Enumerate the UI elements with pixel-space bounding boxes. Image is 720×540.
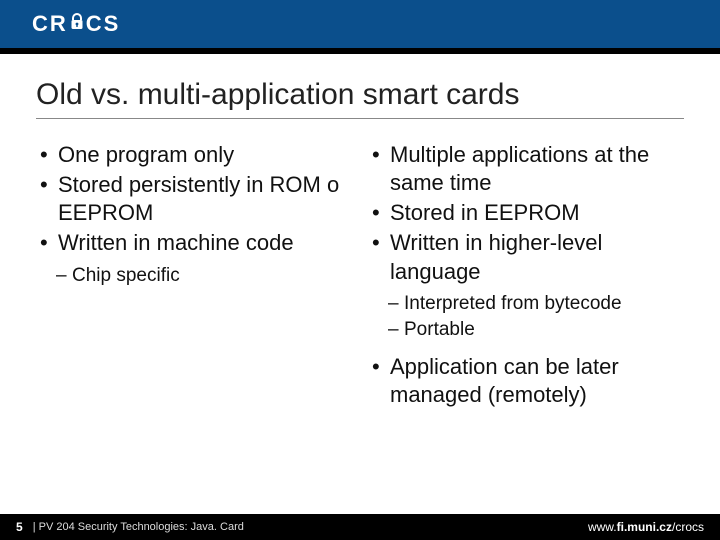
right-sub-list: Interpreted from bytecode Portable <box>368 292 684 343</box>
lock-icon <box>69 11 85 37</box>
footer-url: www.fi.muni.cz/crocs <box>588 520 720 534</box>
list-item: Stored persistently in ROM o EEPROM <box>36 171 352 227</box>
list-item: Written in machine code <box>36 229 352 257</box>
list-item: Chip specific <box>36 264 352 289</box>
content-area: Old vs. multi-application smart cards On… <box>0 54 720 540</box>
list-item: Portable <box>368 318 684 343</box>
columns: One program only Stored persistently in … <box>36 141 684 411</box>
list-item: One program only <box>36 141 352 169</box>
page-number: 5 <box>0 520 33 534</box>
footer-url-suffix: /crocs <box>672 520 704 534</box>
header: CR CS <box>0 0 720 54</box>
slide: CR CS Old vs. multi-application smart ca… <box>0 0 720 540</box>
right-column: Multiple applications at the same time S… <box>368 141 684 411</box>
list-item: Multiple applications at the same time <box>368 141 684 197</box>
right-bullet-list: Multiple applications at the same time S… <box>368 141 684 286</box>
list-item: Written in higher-level language <box>368 229 684 285</box>
footer: 5 | PV 204 Security Technologies: Java. … <box>0 514 720 540</box>
left-sub-list: Chip specific <box>36 264 352 289</box>
left-column: One program only Stored persistently in … <box>36 141 352 411</box>
logo-text-left: CR <box>32 11 68 37</box>
left-bullet-list: One program only Stored persistently in … <box>36 141 352 258</box>
footer-url-prefix: www. <box>588 520 617 534</box>
list-item: Application can be later managed (remote… <box>368 353 684 409</box>
list-item: Stored in EEPROM <box>368 199 684 227</box>
list-item: Interpreted from bytecode <box>368 292 684 317</box>
logo-text-right: CS <box>86 11 121 37</box>
footer-url-bold: fi.muni.cz <box>617 520 672 534</box>
slide-title: Old vs. multi-application smart cards <box>36 78 684 119</box>
right-bullet-list-2: Application can be later managed (remote… <box>368 353 684 409</box>
header-blue-bar: CR CS <box>0 0 720 48</box>
logo: CR CS <box>32 11 120 37</box>
footer-text: | PV 204 Security Technologies: Java. Ca… <box>33 521 244 533</box>
